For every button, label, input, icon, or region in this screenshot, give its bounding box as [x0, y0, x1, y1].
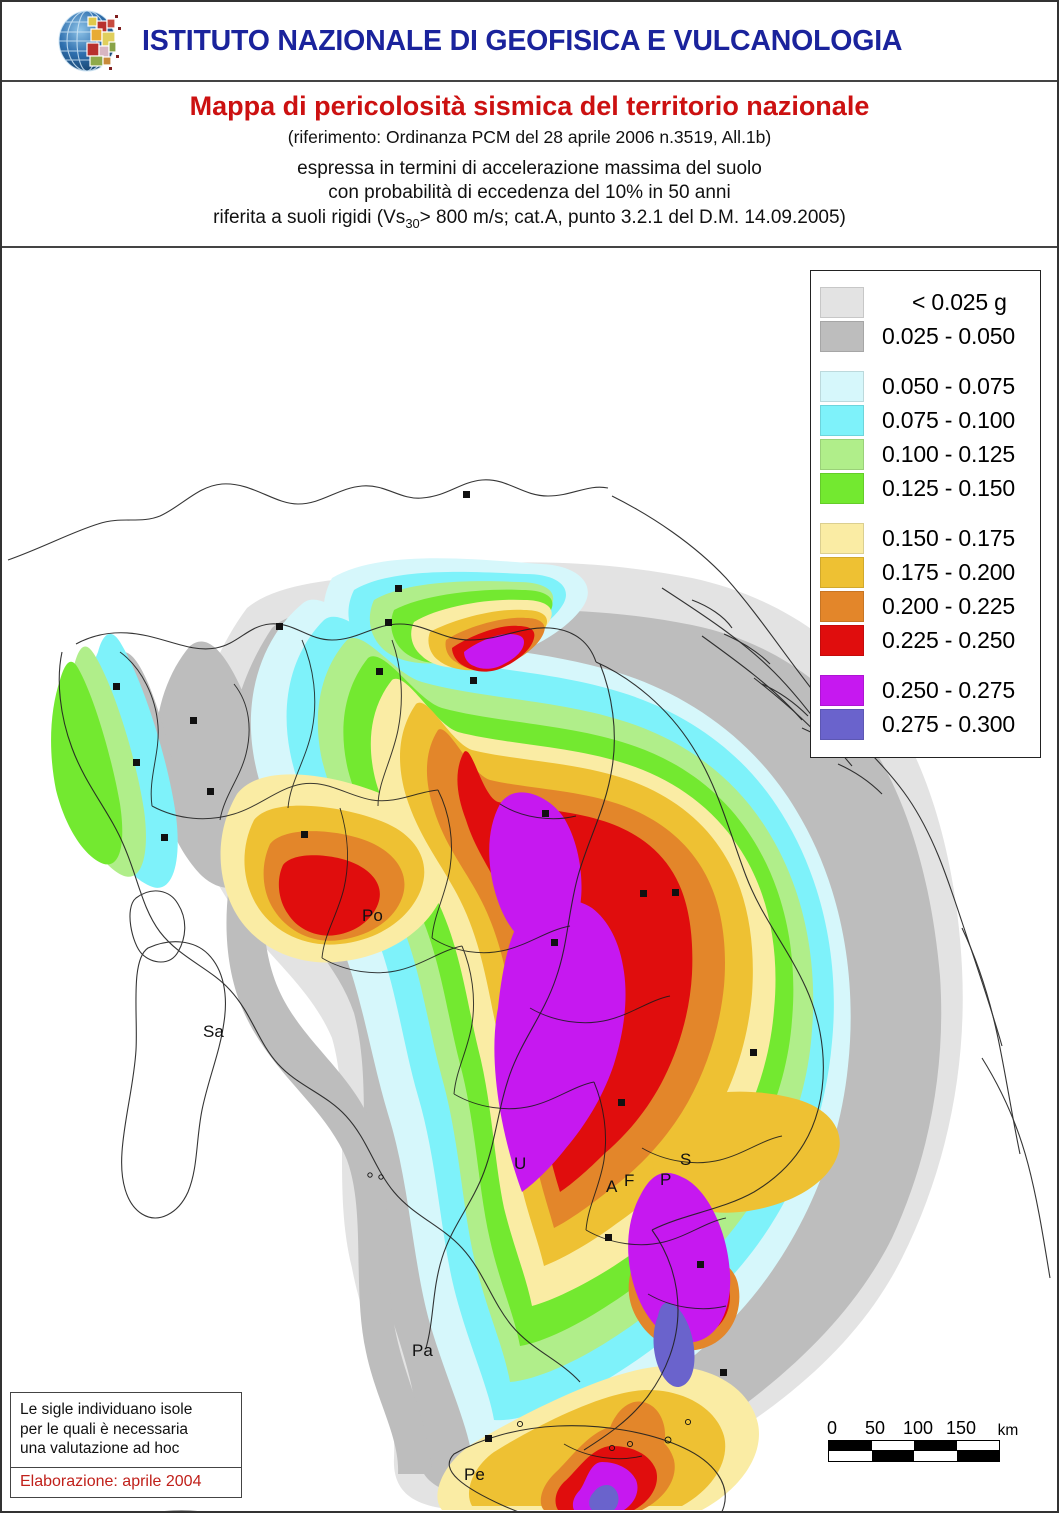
- legend-swatch-11: [820, 708, 864, 740]
- city-markers: [113, 491, 757, 1442]
- scale-unit: km: [997, 1422, 1019, 1439]
- scale-tick-50: 50: [864, 1418, 886, 1438]
- legend-label-4: 0.100 - 0.125: [882, 440, 1015, 467]
- institute-title: ISTITUTO NAZIONALE DI GEOFISICA E VULCAN…: [142, 24, 903, 57]
- legend-label-8: 0.200 - 0.225: [882, 592, 1015, 619]
- legend-item-3[interactable]: 0.075 - 0.100: [811, 403, 1040, 437]
- page-title: Mappa di pericolosità sismica del territ…: [189, 91, 870, 121]
- band-0175-0200-gargano: [652, 1091, 840, 1213]
- legend-label-7: 0.175 - 0.200: [882, 558, 1015, 585]
- legend-label-5: 0.125 - 0.150: [882, 474, 1015, 501]
- legend-item-6[interactable]: 0.150 - 0.175: [811, 521, 1040, 555]
- island-label-p: P: [660, 1170, 671, 1189]
- scale-seg-u3: [956, 1441, 999, 1450]
- scale-bar: 0 50 100 150 km: [826, 1418, 1043, 1462]
- legend-swatch-3: [820, 404, 864, 436]
- description-line-1: espressa in termini di accelerazione mas…: [297, 158, 762, 180]
- vs30-subscript: 30: [405, 215, 420, 231]
- grey-band-tyrrhenian: [226, 808, 432, 1474]
- legend-item-2[interactable]: 0.050 - 0.075: [811, 369, 1040, 403]
- band-0250-0275-calabria: [628, 1172, 731, 1343]
- hazard-contour-bands: [51, 558, 963, 1510]
- legend-swatch-9: [820, 624, 864, 656]
- legend-swatch-6: [820, 522, 864, 554]
- scale-track-lower: [828, 1451, 1000, 1462]
- legend-label-11: 0.275 - 0.300: [882, 710, 1015, 737]
- scale-seg-u2: [914, 1441, 957, 1450]
- island-dots: [367, 1172, 692, 1452]
- scale-tick-100: 100: [902, 1418, 934, 1438]
- island-label-po: Po: [362, 906, 383, 925]
- band-0125-0150-piemonte: [51, 661, 123, 865]
- legend-note-box: Le sigle individuano isole per le quali …: [10, 1392, 242, 1498]
- legend-swatch-1: [820, 320, 864, 352]
- description-line-3-b: > 800 m/s; cat.A, punto 3.2.1 del D.M. 1…: [419, 206, 846, 228]
- legend-label-1: 0.025 - 0.050: [882, 322, 1015, 349]
- legend-label-9: 0.225 - 0.250: [882, 626, 1015, 653]
- legend-label-10: 0.250 - 0.275: [882, 676, 1015, 703]
- legend-item-11[interactable]: 0.275 - 0.300: [811, 707, 1040, 741]
- legend-swatch-5: [820, 472, 864, 504]
- note-text: Le sigle individuano isole per le quali …: [11, 1393, 241, 1468]
- band-0275-0300-sicilia: [589, 1485, 619, 1510]
- island-label-u: U: [514, 1154, 526, 1173]
- legend-item-7[interactable]: 0.175 - 0.200: [811, 555, 1040, 589]
- band-0250-0275-friuli: [464, 634, 524, 669]
- scale-tick-150: 150: [945, 1418, 977, 1438]
- note-line-2: per le quali è necessaria: [20, 1420, 189, 1438]
- scale-tick-0: 0: [826, 1418, 838, 1438]
- reference-subtitle: (riferimento: Ordinanza PCM del 28 april…: [287, 127, 772, 148]
- region-boundaries: [7, 479, 1051, 1511]
- internal-region-borders: [119, 639, 783, 1460]
- legend-item-0[interactable]: < 0.025 g: [811, 285, 1040, 319]
- island-label-sa: Sa: [203, 1022, 224, 1041]
- legend-item-1[interactable]: 0.025 - 0.050: [811, 319, 1040, 353]
- band-0225-0250-emilia: [278, 855, 380, 936]
- legend-swatch-7: [820, 556, 864, 588]
- legend-swatch-4: [820, 438, 864, 470]
- scale-seg-l2: [914, 1451, 957, 1461]
- legend-item-8[interactable]: 0.200 - 0.225: [811, 589, 1040, 623]
- legend-label-3: 0.075 - 0.100: [882, 406, 1015, 433]
- legend-swatch-0: [820, 286, 864, 318]
- scale-seg-u0: [829, 1441, 872, 1450]
- island-label-pa: Pa: [412, 1341, 433, 1360]
- hazard-legend: < 0.025 g 0.025 - 0.050 0.050 - 0.075 0.…: [810, 270, 1041, 758]
- legend-item-4[interactable]: 0.100 - 0.125: [811, 437, 1040, 471]
- note-line-1: Le sigle individuano isole: [20, 1401, 193, 1418]
- scale-seg-l3: [956, 1451, 999, 1461]
- island-code-labels: Sa Po U A F P S Pa Pe: [203, 906, 691, 1484]
- island-label-a: A: [606, 1177, 618, 1196]
- description-line-3: riferita a suoli rigidi (Vs30> 800 m/s; …: [2, 206, 1057, 232]
- scale-seg-l0: [829, 1451, 872, 1461]
- scale-seg-u1: [871, 1441, 914, 1450]
- scale-track-upper: [828, 1440, 1000, 1451]
- island-label-pe: Pe: [464, 1465, 485, 1484]
- legend-swatch-8: [820, 590, 864, 622]
- island-label-f: F: [624, 1171, 634, 1190]
- legend-label-6: 0.150 - 0.175: [882, 524, 1015, 551]
- elaboration-date: Elaborazione: aprile 2004: [20, 1472, 202, 1490]
- legend-item-10[interactable]: 0.250 - 0.275: [811, 673, 1040, 707]
- scale-bar-labels: 0 50 100 150 km: [826, 1418, 1043, 1440]
- island-label-s: S: [680, 1150, 691, 1169]
- band-0250-0275: [494, 899, 626, 1192]
- description-line-2: con probabilità di eccedenza del 10% in …: [328, 182, 731, 204]
- legend-swatch-2: [820, 370, 864, 402]
- note-line-3: una valutazione ad hoc: [20, 1440, 180, 1458]
- title-block: Mappa di pericolosità sismica del territ…: [2, 82, 1057, 248]
- ingv-globe-logo: [54, 7, 124, 75]
- description-line-3-a: riferita a suoli rigidi (Vs: [213, 206, 406, 228]
- legend-label-2: 0.050 - 0.075: [882, 372, 1015, 399]
- scale-seg-l1: [871, 1451, 914, 1461]
- legend-swatch-10: [820, 674, 864, 706]
- header-bar: ISTITUTO NAZIONALE DI GEOFISICA E VULCAN…: [2, 2, 1057, 82]
- band-0250-0275-umbria: [489, 792, 582, 950]
- legend-item-5[interactable]: 0.125 - 0.150: [811, 471, 1040, 505]
- legend-label-0: < 0.025 g: [912, 288, 1007, 315]
- legend-item-9[interactable]: 0.225 - 0.250: [811, 623, 1040, 657]
